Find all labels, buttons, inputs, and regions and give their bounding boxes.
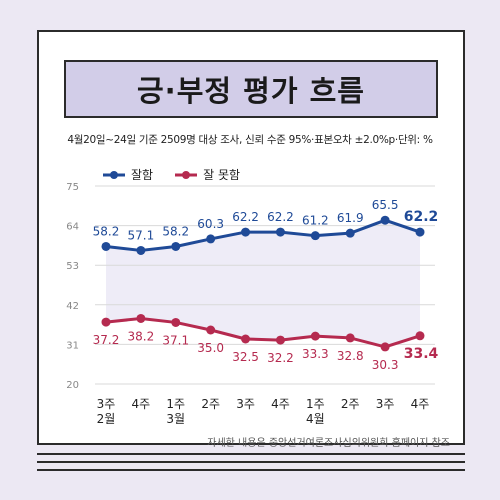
x-tick-label: 3월 xyxy=(166,412,185,426)
positive-data-label: 60.3 xyxy=(197,217,224,231)
y-tick-label: 53 xyxy=(66,261,79,272)
negative-data-label: 32.8 xyxy=(337,349,364,363)
survey-note: 4월20일~24일 기준 2509명 대상 조사, 신뢰 수준 95%·표본오차… xyxy=(67,134,433,146)
negative-data-label: 30.3 xyxy=(372,358,399,372)
x-tick-label: 2월 xyxy=(97,412,116,426)
positive-point xyxy=(310,231,320,241)
negative-data-label: 38.2 xyxy=(128,329,155,343)
positive-point xyxy=(380,215,390,225)
y-tick-label: 31 xyxy=(66,340,79,351)
y-tick-label: 64 xyxy=(66,222,79,233)
chart-title: 긍·부정 평가 흐름 xyxy=(137,74,365,108)
positive-data-label: 62.2 xyxy=(404,209,439,225)
positive-series-line xyxy=(105,218,421,252)
legend-item-negative: 잘 못함 xyxy=(175,166,240,183)
positive-data-label: 62.2 xyxy=(267,210,294,224)
negative-data-label: 37.2 xyxy=(93,333,120,347)
positive-point xyxy=(101,241,111,251)
x-tick-label: 4주 xyxy=(411,397,430,411)
negative-point xyxy=(241,334,251,344)
negative-data-label: 32.2 xyxy=(267,351,294,365)
negative-point xyxy=(345,333,355,343)
legend-label-negative: 잘 못함 xyxy=(203,168,241,182)
negative-series-line xyxy=(105,316,421,349)
legend-item-positive: 잘함 xyxy=(103,166,153,183)
negative-data-label: 33.3 xyxy=(302,347,329,361)
negative-point xyxy=(310,331,320,341)
x-tick-label: 3주 xyxy=(376,397,395,411)
positive-data-label: 57.1 xyxy=(128,228,155,242)
x-tick-label: 1주 xyxy=(166,397,185,411)
negative-point xyxy=(206,325,216,335)
title-box: 긍·부정 평가 흐름 xyxy=(64,60,438,118)
positive-point xyxy=(345,228,355,238)
paper-stack-line xyxy=(37,469,465,471)
positive-data-label: 61.9 xyxy=(337,211,364,225)
x-tick-label: 4주 xyxy=(132,397,151,411)
positive-point xyxy=(415,227,425,237)
legend: 잘함 잘 못함 xyxy=(103,166,240,183)
negative-point xyxy=(136,313,146,323)
x-tick-label: 3주 xyxy=(236,397,255,411)
x-tick-label: 3주 xyxy=(97,397,116,411)
positive-data-label: 58.2 xyxy=(93,224,120,238)
positive-point xyxy=(136,245,146,255)
negative-data-label: 32.5 xyxy=(232,350,259,364)
negative-point xyxy=(415,331,425,341)
positive-point xyxy=(241,227,251,237)
negative-point xyxy=(171,317,181,327)
x-tick-label: 4주 xyxy=(271,397,290,411)
x-tick-label: 1주 xyxy=(306,397,325,411)
y-tick-label: 42 xyxy=(66,301,79,312)
positive-point xyxy=(171,241,181,251)
positive-data-label: 62.2 xyxy=(232,210,259,224)
legend-negative-marker xyxy=(175,170,198,179)
y-tick-label: 20 xyxy=(66,380,79,391)
positive-data-label: 61.2 xyxy=(302,214,329,228)
source-note: 자세한 내용은 중앙선거여론조사심의위원회 홈페이지 참조 xyxy=(207,438,450,449)
paper-stack-line xyxy=(37,453,465,455)
negative-point xyxy=(380,342,390,352)
y-tick-label: 75 xyxy=(66,182,79,193)
x-tick-label: 4월 xyxy=(306,412,325,426)
legend-positive-marker xyxy=(103,170,125,179)
negative-data-label: 35.0 xyxy=(197,341,224,355)
negative-point xyxy=(101,317,111,327)
x-tick-label: 2주 xyxy=(201,397,220,411)
negative-data-label: 33.4 xyxy=(404,346,439,362)
legend-label-positive: 잘함 xyxy=(131,168,154,182)
paper-stack-line xyxy=(37,461,465,463)
positive-point xyxy=(206,234,216,244)
positive-data-label: 58.2 xyxy=(162,224,189,238)
negative-point xyxy=(275,335,285,345)
gap-band xyxy=(106,220,420,347)
x-tick-label: 2주 xyxy=(341,397,360,411)
positive-data-label: 65.5 xyxy=(372,198,399,212)
negative-data-label: 37.1 xyxy=(162,333,189,347)
positive-point xyxy=(275,227,285,237)
